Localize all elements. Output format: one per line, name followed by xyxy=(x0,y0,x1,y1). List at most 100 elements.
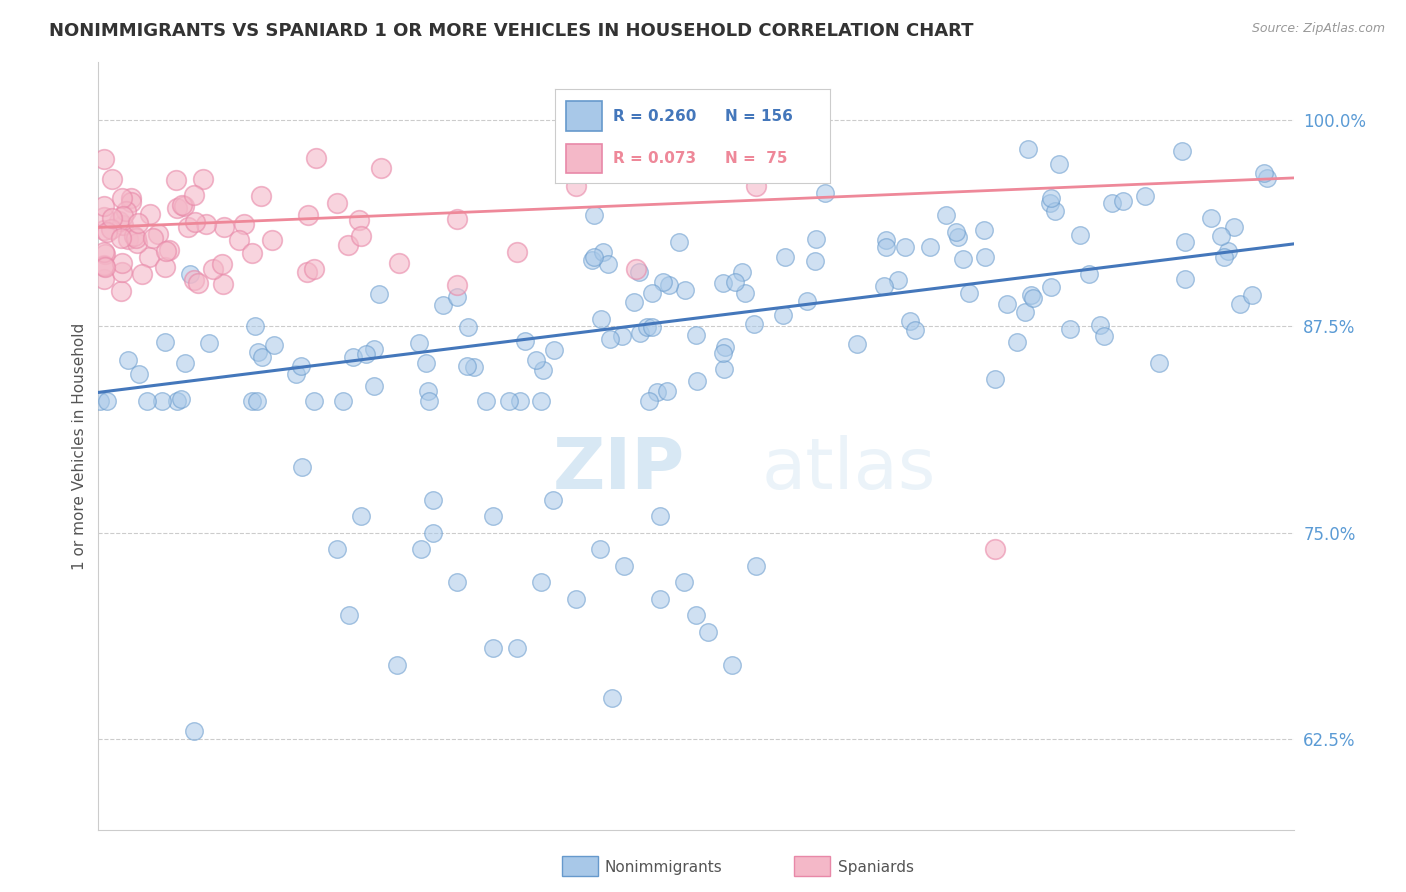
Point xyxy=(187,276,209,290)
Point xyxy=(114,203,136,218)
Point xyxy=(127,235,149,250)
Point xyxy=(641,286,664,301)
Point xyxy=(875,240,897,254)
Point xyxy=(745,558,768,573)
Point xyxy=(650,509,672,524)
Point xyxy=(668,235,690,249)
Point xyxy=(655,384,678,398)
Point xyxy=(347,213,370,227)
Point xyxy=(1111,194,1133,208)
Point xyxy=(326,542,349,557)
Point xyxy=(184,215,207,229)
Point xyxy=(638,393,661,408)
Point xyxy=(731,264,754,278)
Point xyxy=(93,223,115,237)
Point xyxy=(1017,143,1039,157)
Point xyxy=(297,265,319,279)
Point xyxy=(446,212,468,227)
Point xyxy=(368,287,391,301)
Point xyxy=(350,509,373,524)
Point xyxy=(506,641,529,656)
Point xyxy=(100,222,122,236)
Point xyxy=(93,210,115,224)
Point xyxy=(673,575,696,590)
Point xyxy=(724,275,747,289)
Point xyxy=(1174,235,1197,249)
Point xyxy=(845,336,868,351)
Point xyxy=(363,342,385,356)
Point xyxy=(153,260,176,275)
Point xyxy=(873,278,896,293)
Point xyxy=(411,542,433,557)
Text: R = 0.073: R = 0.073 xyxy=(613,151,696,166)
Point xyxy=(903,323,925,337)
Point xyxy=(108,214,131,228)
Point xyxy=(136,393,159,408)
Point xyxy=(804,253,827,268)
Point xyxy=(946,230,969,244)
Point xyxy=(112,218,135,232)
Point xyxy=(117,232,139,246)
Point xyxy=(202,262,225,277)
Point xyxy=(463,360,485,375)
Point xyxy=(128,367,150,381)
Point xyxy=(530,575,553,590)
Point xyxy=(1077,267,1099,281)
Point xyxy=(240,246,263,260)
Text: ZIP: ZIP xyxy=(553,434,685,503)
Point xyxy=(583,250,606,264)
Point xyxy=(96,393,118,408)
Point xyxy=(408,336,430,351)
Point xyxy=(745,179,768,194)
Point xyxy=(509,393,531,408)
Point xyxy=(111,255,134,269)
Point xyxy=(93,198,115,212)
Point xyxy=(711,346,734,360)
Point xyxy=(339,608,361,623)
Point xyxy=(1101,195,1123,210)
Point xyxy=(1005,334,1028,349)
Point xyxy=(302,261,325,276)
Point xyxy=(775,250,797,264)
Point xyxy=(498,393,520,408)
Point xyxy=(887,273,910,287)
Point xyxy=(658,277,681,292)
Point xyxy=(1059,322,1081,336)
Point xyxy=(1170,144,1192,158)
Point xyxy=(243,319,266,334)
Point xyxy=(291,459,314,474)
Point xyxy=(984,371,1007,385)
Point xyxy=(875,233,897,247)
Point xyxy=(197,335,219,350)
Point xyxy=(533,363,555,377)
Point xyxy=(697,624,720,639)
Point xyxy=(111,191,134,205)
Point xyxy=(131,268,153,282)
Point xyxy=(166,393,188,408)
Point xyxy=(146,227,169,241)
Point xyxy=(211,257,233,271)
Point xyxy=(935,208,957,222)
Point xyxy=(350,228,373,243)
Point xyxy=(814,186,837,201)
Point xyxy=(228,233,250,247)
Point xyxy=(541,492,564,507)
Point xyxy=(734,286,756,301)
Point xyxy=(122,228,145,243)
Point xyxy=(260,233,283,247)
Point xyxy=(93,272,115,286)
Point xyxy=(599,332,621,346)
Point xyxy=(589,312,612,326)
Text: Spaniards: Spaniards xyxy=(838,860,914,874)
Point xyxy=(101,171,124,186)
Point xyxy=(297,208,319,222)
Point xyxy=(1039,279,1062,293)
Point xyxy=(332,393,354,408)
Point xyxy=(153,334,176,349)
Point xyxy=(302,393,325,408)
Point xyxy=(628,326,651,340)
Point xyxy=(183,273,205,287)
Point xyxy=(370,161,392,175)
Point xyxy=(592,244,614,259)
Point xyxy=(326,195,349,210)
